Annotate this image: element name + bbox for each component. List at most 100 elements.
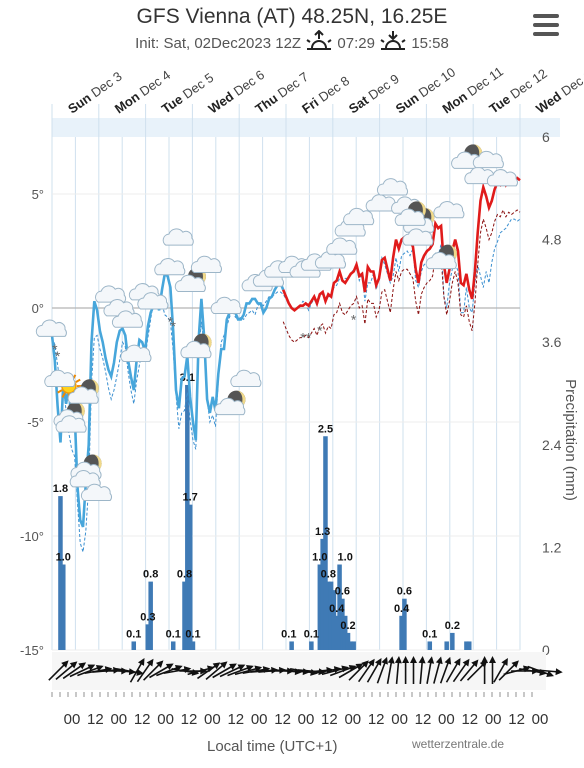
wind-head (394, 656, 402, 664)
precip-bar (444, 641, 449, 650)
precip-bar (331, 590, 337, 650)
init-time: Init: Sat, 02Dec2023 12Z (135, 35, 302, 52)
y-right-tick: 4.8 (542, 232, 562, 248)
cloud-shape (137, 292, 169, 310)
temperature-above-zero-line (281, 174, 521, 312)
moon-cloud-icon (394, 201, 426, 226)
wind-arrow (376, 656, 388, 684)
x-tick-label: 00 (532, 711, 549, 728)
snow-mark: * (171, 318, 177, 334)
wind-head (511, 660, 519, 668)
snow-mark: * (168, 314, 174, 330)
wind-arrow (48, 660, 69, 681)
wind-arrow (136, 658, 154, 683)
cloud-icon (486, 169, 518, 187)
sun-ray (75, 378, 81, 383)
x-tick-label: 00 (344, 711, 361, 728)
wind-arrow (493, 658, 508, 683)
x-tick-label: 12 (508, 711, 525, 728)
cloud-shape (67, 386, 99, 404)
cloud-shape (111, 310, 143, 328)
x-tick-label: 12 (321, 711, 338, 728)
snow-mark: * (52, 341, 58, 357)
wind-head (61, 660, 69, 668)
precip-bar (289, 641, 294, 650)
wind-arrow (357, 658, 375, 683)
precip-bar (345, 632, 351, 650)
x-tick-label: 12 (181, 711, 198, 728)
x-tick-label: 12 (227, 711, 244, 728)
x-tick-label: 12 (274, 711, 291, 728)
snow-mark: * (306, 330, 312, 346)
wind-head (219, 661, 228, 669)
precip-label: 0.1 (166, 628, 181, 640)
wind-head (387, 656, 395, 664)
x-axis-title: Local time (UTC+1) (207, 738, 338, 755)
wind-head (418, 656, 426, 664)
cloud-shape (80, 483, 112, 502)
precip-label: 1.7 (182, 492, 197, 504)
x-tick-label: 00 (204, 711, 221, 728)
wind-arrow (452, 658, 470, 683)
precip-label: 1.0 (338, 552, 353, 564)
cloud-shape (35, 319, 67, 337)
wind-arrow (418, 656, 426, 685)
precip-bar (326, 581, 331, 650)
wind-arrow (498, 660, 519, 681)
x-tick-label: 00 (157, 711, 174, 728)
snow-mark: * (55, 348, 61, 364)
menu-hamburger-icon[interactable] (533, 14, 559, 36)
sun-ray (57, 389, 63, 394)
wind-head (374, 658, 382, 666)
wind-arrow (219, 664, 246, 678)
cloud-shape (230, 369, 262, 388)
cloud-icon (95, 285, 127, 303)
cloud-icon (35, 319, 67, 337)
cloud-icon (111, 310, 143, 328)
wind-arrow (129, 658, 145, 683)
wind-head (435, 656, 443, 665)
precip-label: 1.0 (56, 552, 71, 564)
wind-head (355, 663, 364, 671)
wind-head (402, 656, 410, 663)
moon-cloud-icon (425, 244, 457, 270)
precip-bar (340, 598, 345, 650)
snow-mark: * (300, 330, 306, 346)
precip-label: 0.1 (304, 628, 319, 640)
precip-bar (317, 564, 323, 650)
cloud-shape (120, 344, 152, 362)
precip-bar (427, 641, 433, 650)
x-tick-label: 00 (391, 711, 408, 728)
wind-arrow (386, 656, 395, 684)
precip-bar (131, 641, 137, 650)
cloud-icon (55, 415, 87, 433)
precip-bar (466, 641, 472, 650)
x-tick-label: 00 (438, 711, 455, 728)
brand-credit[interactable]: wetterzentrale.de (412, 737, 505, 751)
precip-bar (187, 504, 193, 650)
wind-head (546, 670, 554, 678)
precip-bar (337, 564, 342, 650)
cloud-shape (44, 369, 76, 388)
wind-arrow (489, 656, 496, 684)
snow-mark: * (351, 311, 357, 327)
cloud-shape (394, 208, 426, 226)
wind-head (87, 664, 96, 671)
moon-cloud-icon (67, 379, 99, 404)
precip-label: 0.6 (397, 586, 412, 598)
precip-label: 0.6 (335, 586, 350, 598)
cloud-shape (95, 285, 127, 303)
precip-label: 0.1 (281, 628, 296, 640)
precip-bar (464, 641, 469, 650)
precip-label: 0.1 (126, 628, 141, 640)
precip-bar (148, 581, 153, 650)
cloud-icon (210, 296, 242, 315)
precip-label: 1.3 (315, 526, 330, 538)
sun-ray (61, 392, 66, 398)
precip-label: 0.1 (422, 628, 437, 640)
wind-head (95, 664, 104, 672)
y-right-tick: 3.6 (542, 334, 562, 350)
precip-bar (342, 615, 348, 650)
cloud-icon (120, 344, 152, 362)
precip-bar (402, 598, 407, 650)
